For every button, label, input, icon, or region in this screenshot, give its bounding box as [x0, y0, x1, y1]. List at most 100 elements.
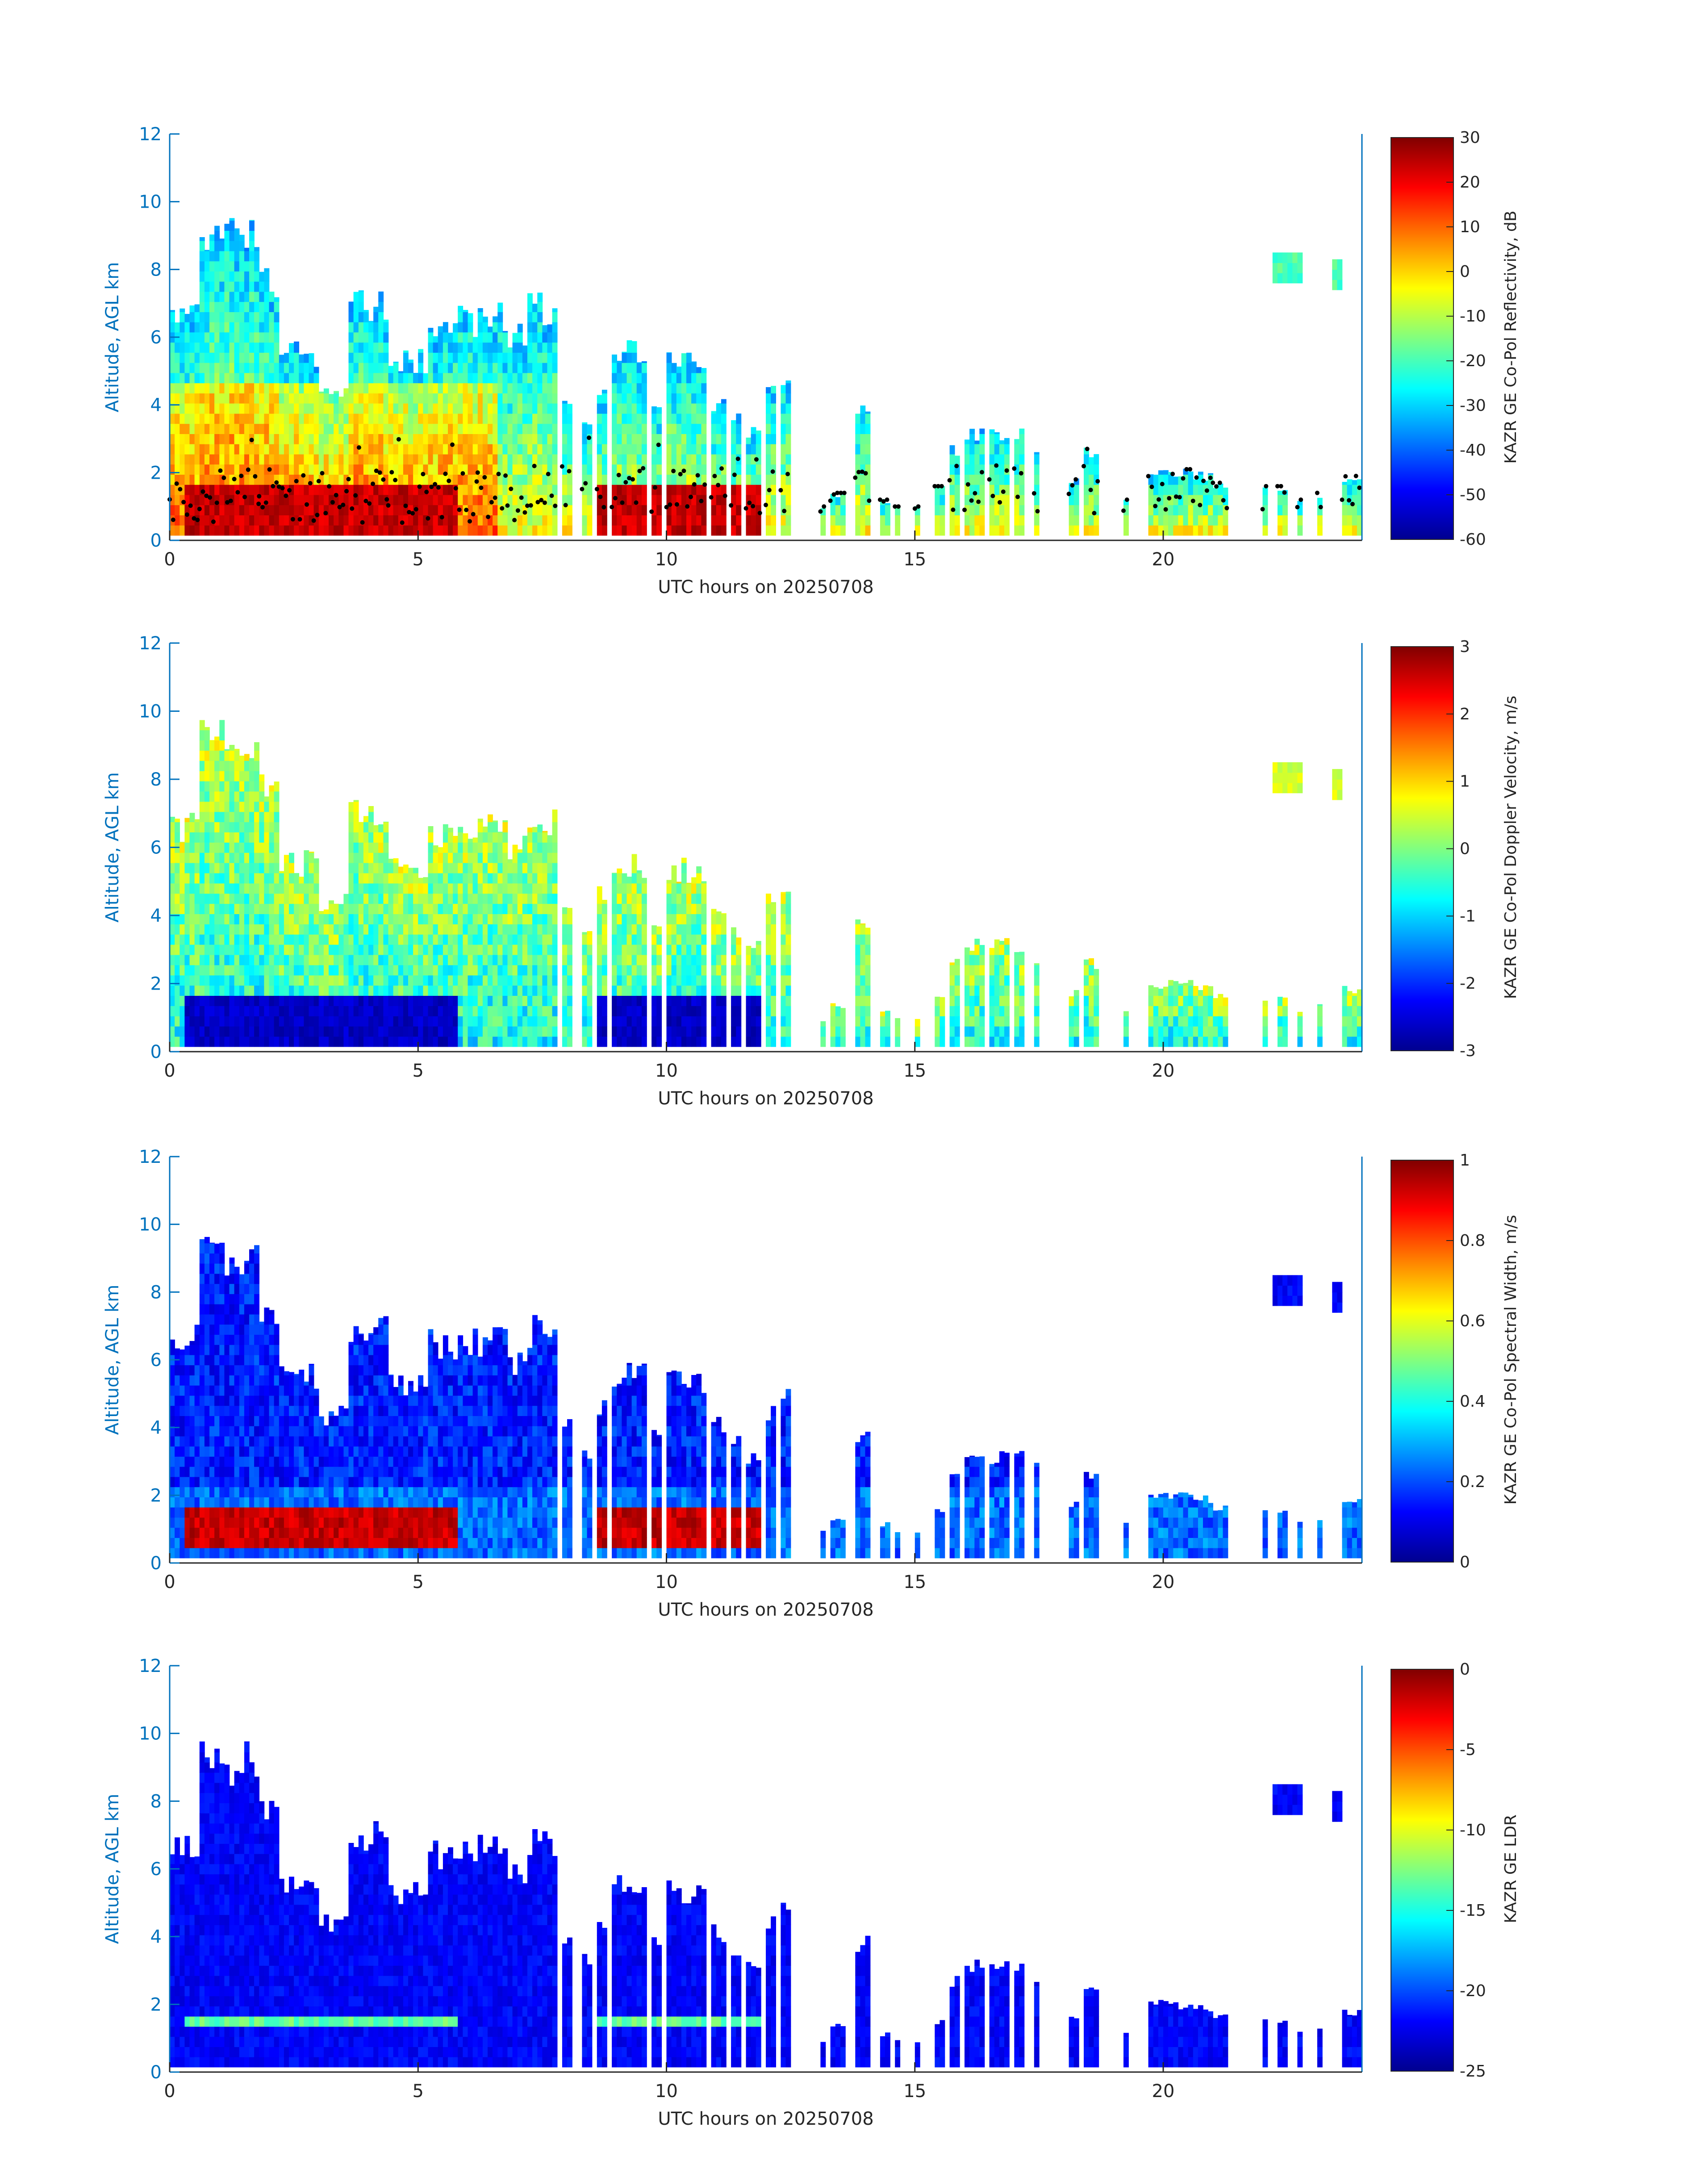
heatmap-cell — [696, 515, 702, 526]
heatmap-cell — [954, 494, 960, 506]
heatmap-cell — [189, 852, 195, 863]
heatmap-cell — [368, 806, 374, 812]
heatmap-cell — [329, 1026, 334, 1037]
heatmap-cell — [313, 494, 319, 506]
heatmap-cell — [512, 383, 518, 393]
heatmap-cell — [184, 975, 190, 986]
heatmap-cell — [209, 372, 215, 384]
y-tick-label: 12 — [139, 124, 162, 145]
heatmap-cell — [279, 1006, 284, 1016]
heatmap-cell — [443, 525, 448, 536]
heatmap-cell — [383, 362, 389, 373]
heatmap-cell — [532, 474, 538, 485]
heatmap-cell — [1262, 525, 1268, 536]
cloud-base-dot — [503, 473, 508, 478]
heatmap-cell — [229, 372, 235, 384]
heatmap-cell — [636, 995, 642, 1006]
heatmap-cell — [378, 985, 384, 996]
heatmap-cell — [656, 1006, 662, 1016]
heatmap-cell — [1357, 494, 1362, 506]
heatmap-cell — [199, 434, 205, 444]
heatmap-cell — [612, 893, 617, 904]
heatmap-cell — [304, 914, 309, 924]
heatmap-cell — [482, 842, 488, 853]
heatmap-cell — [562, 443, 568, 455]
heatmap-cell — [274, 811, 280, 823]
heatmap-cell — [731, 423, 736, 434]
heatmap-cell — [493, 403, 498, 414]
heatmap-cell — [393, 372, 399, 384]
heatmap-cell — [334, 474, 339, 485]
heatmap-cell — [517, 443, 523, 455]
heatmap-cell — [343, 1026, 349, 1037]
cloud-base-dot — [1157, 497, 1161, 502]
heatmap-cell — [696, 383, 702, 393]
heatmap-cell — [522, 362, 528, 373]
cloud-base-dot — [464, 507, 469, 512]
heatmap-cell — [244, 975, 250, 986]
heatmap-cell — [274, 801, 280, 812]
heatmap-cell — [512, 413, 518, 424]
heatmap-cell — [453, 474, 458, 485]
heatmap-cell — [502, 454, 508, 465]
heatmap-cell — [289, 1006, 294, 1016]
heatmap-cell — [622, 924, 627, 935]
heatmap-cell — [468, 484, 473, 495]
heatmap-cell — [532, 903, 538, 914]
heatmap-cell — [493, 505, 498, 515]
heatmap-cell — [254, 873, 259, 884]
heatmap-cell — [472, 985, 478, 996]
heatmap-cell — [547, 505, 553, 515]
heatmap-cell — [552, 893, 558, 904]
heatmap-cell — [443, 443, 448, 455]
heatmap-cell — [170, 494, 175, 506]
heatmap-cell — [537, 403, 543, 414]
heatmap-cell — [428, 873, 434, 884]
heatmap-cell — [378, 852, 384, 863]
heatmap-cell — [567, 525, 572, 536]
heatmap-cell — [721, 423, 727, 434]
heatmap-cell — [289, 403, 294, 414]
heatmap-cell — [348, 362, 354, 373]
cloud-base-dot — [637, 468, 642, 473]
heatmap-cell — [537, 332, 543, 343]
heatmap-cell — [860, 423, 866, 434]
cloud-base-dot — [1170, 472, 1175, 476]
heatmap-cell — [249, 525, 255, 536]
heatmap-cell — [239, 281, 245, 292]
heatmap-cell — [334, 944, 339, 955]
heatmap-cell — [1277, 263, 1283, 273]
heatmap-cell — [542, 914, 548, 924]
heatmap-cell — [338, 423, 344, 434]
heatmap-cell — [224, 525, 230, 536]
heatmap-cell — [199, 474, 205, 485]
heatmap-cell — [512, 883, 518, 894]
heatmap-cell — [686, 352, 692, 363]
heatmap-cell — [626, 954, 632, 965]
heatmap-cell — [1153, 505, 1159, 515]
heatmap-cell — [299, 985, 305, 996]
heatmap-cell — [463, 954, 468, 965]
heatmap-cell — [989, 525, 995, 536]
heatmap-cell — [413, 383, 418, 393]
heatmap-cell — [641, 454, 647, 465]
heatmap-cell — [269, 842, 275, 853]
heatmap-cell — [398, 934, 404, 945]
heatmap-cell — [512, 975, 518, 986]
heatmap-cell — [323, 525, 329, 536]
heatmap-cell — [378, 893, 384, 904]
heatmap-cell — [309, 1026, 314, 1037]
heatmap-cell — [468, 362, 473, 373]
heatmap-cell — [626, 423, 632, 434]
heatmap-cell — [313, 443, 319, 455]
heatmap-cell — [453, 1036, 458, 1047]
heatmap-cell — [676, 995, 682, 1006]
heatmap-cell — [214, 413, 220, 424]
heatmap-cell — [453, 372, 458, 384]
heatmap-cell — [552, 322, 558, 333]
heatmap-cell — [398, 393, 404, 404]
heatmap-cell — [323, 1006, 329, 1016]
heatmap-cell — [597, 1036, 602, 1047]
heatmap-cell — [532, 443, 538, 455]
heatmap-cell — [453, 443, 458, 455]
